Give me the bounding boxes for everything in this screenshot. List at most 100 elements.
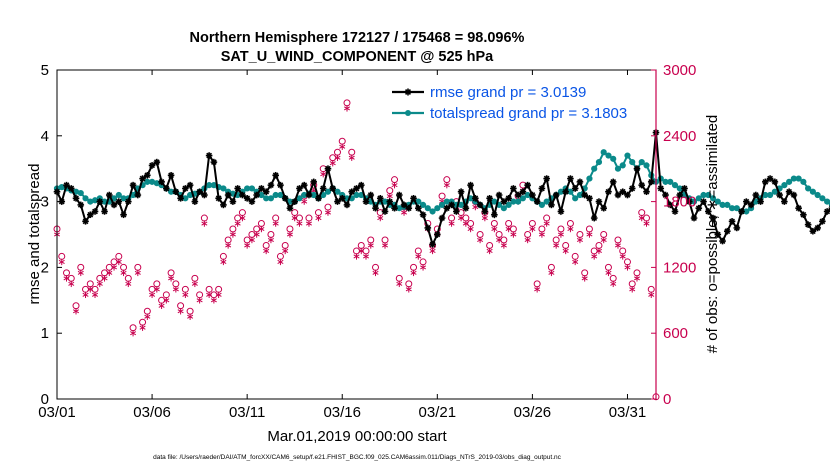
y-tick-label-left: 5 <box>41 62 49 79</box>
obs-star-stroke <box>282 248 289 253</box>
obs-possible-point <box>115 252 123 260</box>
obs-assimilated-point <box>567 225 574 233</box>
obs-star-stroke <box>638 216 645 221</box>
rmse-point <box>467 181 474 189</box>
rmse-point <box>196 188 203 196</box>
rmse-star-stroke <box>624 192 631 198</box>
rmse-star-stroke <box>814 225 821 231</box>
obs-star-stroke <box>130 331 137 336</box>
obs-star-stroke <box>82 292 89 297</box>
y-tick-label-left: 1 <box>41 325 49 342</box>
obs-assimilated-point <box>215 291 222 299</box>
obs-star-stroke <box>386 194 393 199</box>
obs-star-stroke <box>405 287 412 292</box>
totalspread-point <box>800 178 807 185</box>
rmse-star-stroke <box>453 208 460 215</box>
obs-assimilated-point <box>396 280 403 288</box>
obs-assimilated-point <box>220 258 227 266</box>
rmse-star-stroke <box>500 198 507 205</box>
rmse-star-stroke <box>239 192 246 198</box>
rmse-star-stroke <box>752 192 759 198</box>
rmse-point <box>457 188 465 196</box>
obs-assimilated-point <box>367 242 374 249</box>
obs-possible-point <box>490 220 498 228</box>
rmse-star-stroke <box>719 238 726 244</box>
obs-assimilated-point <box>572 258 579 266</box>
obs-star-stroke <box>448 221 455 226</box>
obs-star-stroke <box>624 265 631 270</box>
obs-star-stroke <box>96 281 103 286</box>
obs-star-stroke <box>210 298 217 303</box>
obs-possible-point <box>205 285 213 293</box>
obs-assimilated-point <box>229 231 236 238</box>
rmse-point <box>281 195 289 202</box>
totalspread-point <box>771 188 778 195</box>
obs-assimilated-point <box>648 291 655 299</box>
totalspread-point <box>248 185 256 192</box>
obs-possible-point <box>486 241 494 249</box>
obs-star-stroke <box>372 270 379 275</box>
rmse-star-stroke <box>781 198 788 205</box>
obs-possible-point <box>528 220 536 228</box>
obs-assimilated-point <box>643 220 650 227</box>
obs-star-stroke <box>196 298 203 303</box>
rmse-star-stroke <box>210 159 217 166</box>
rmse-point <box>86 211 94 219</box>
y-tick-label-left: 4 <box>41 128 49 145</box>
rmse-point <box>191 198 199 205</box>
rmse-point <box>239 191 246 199</box>
obs-assimilated-point <box>339 143 346 150</box>
obs-star-stroke <box>576 237 583 243</box>
obs-assimilated-point <box>382 242 389 249</box>
rmse-point <box>267 181 275 189</box>
obs-star-stroke <box>600 237 607 243</box>
obs-star-stroke <box>229 232 236 237</box>
rmse-star-stroke <box>757 198 764 205</box>
rmse-star-stroke <box>320 185 327 192</box>
rmse-point <box>681 185 688 192</box>
obs-possible-point <box>86 280 94 288</box>
rmse-point <box>781 198 788 205</box>
obs-assimilated-point <box>386 192 393 200</box>
rmse-star-stroke <box>291 198 298 205</box>
rmse-star-stroke <box>382 208 388 215</box>
rmse-point <box>348 188 356 196</box>
obs-possible-point <box>438 192 446 200</box>
obs-assimilated-point <box>624 264 631 271</box>
obs-star-stroke <box>92 292 99 297</box>
obs-star-stroke <box>339 144 346 149</box>
obs-possible-point <box>124 274 132 282</box>
obs-star-stroke <box>410 270 417 275</box>
rmse-star-stroke <box>77 201 84 208</box>
obs-assimilated-point <box>172 286 179 293</box>
y-tick-label-left: 0 <box>41 391 49 408</box>
totalspread-point <box>438 201 446 208</box>
rmse-point <box>666 201 674 209</box>
rmse-point <box>743 198 750 205</box>
obs-star-stroke <box>225 243 232 248</box>
rmse-point <box>643 188 650 196</box>
obs-star-stroke <box>500 243 507 248</box>
rmse-star-stroke <box>809 228 816 235</box>
obs-assimilated-point <box>158 302 165 309</box>
rmse-star-stroke <box>515 192 522 198</box>
obs-assimilated-point <box>562 247 569 255</box>
obs-star-stroke <box>58 259 65 264</box>
obs-possible-point <box>257 220 265 228</box>
obs-assimilated-point <box>111 264 118 271</box>
rmse-point <box>215 195 222 202</box>
obs-assimilated-point <box>429 247 436 255</box>
obs-possible-point <box>462 214 470 222</box>
totalspread-point <box>705 191 712 199</box>
rmse-point <box>586 195 593 202</box>
rmse-star-stroke <box>353 185 360 192</box>
rmse-star-stroke <box>448 201 455 208</box>
rmse-star-stroke <box>562 188 569 195</box>
rmse-star-stroke <box>215 195 222 202</box>
rmse-star-stroke <box>615 192 621 198</box>
rmse-point <box>177 195 184 202</box>
rmse-star-stroke <box>325 165 331 172</box>
obs-assimilated-point <box>168 275 175 282</box>
rmse-star-stroke <box>134 192 141 198</box>
